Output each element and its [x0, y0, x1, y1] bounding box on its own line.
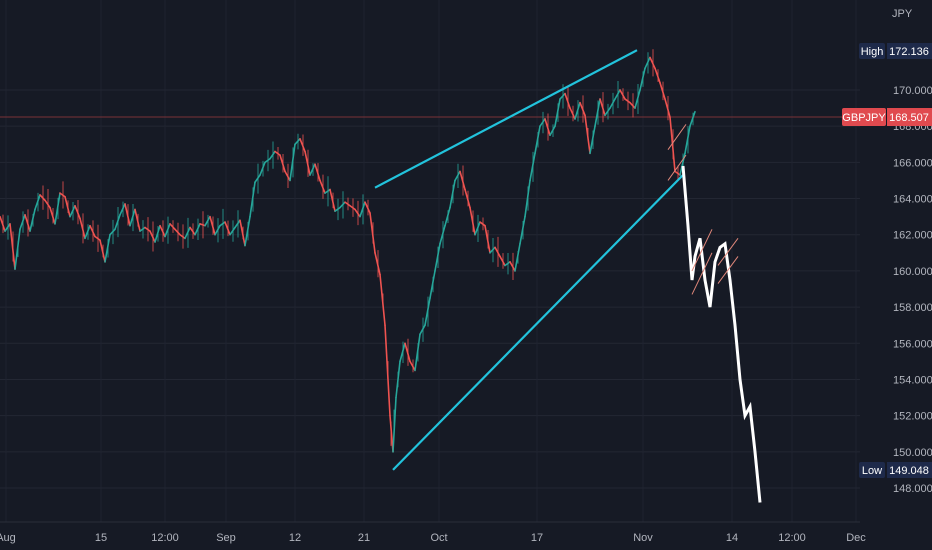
y-tick-label: 150.000: [893, 447, 932, 459]
x-tick-label: Dec: [846, 532, 866, 544]
flag-upper-line: [667, 124, 687, 150]
y-tick-label: 164.000: [893, 194, 932, 206]
high-tag: High 172.136: [859, 43, 932, 59]
low-value-box: [887, 462, 932, 478]
price-series: [0, 49, 696, 453]
symbol-label: GBPJPY: [842, 112, 886, 124]
x-tick-label: 12: [289, 532, 301, 544]
currency-label: JPY: [892, 8, 913, 20]
x-tick-label: 21: [358, 532, 370, 544]
high-label: High: [861, 46, 884, 58]
symbol-label-box: [842, 108, 886, 127]
flag-lower-line: [667, 154, 687, 181]
last-price-box: [887, 108, 932, 127]
y-tick-label: 160.000: [893, 266, 932, 278]
high-value-box: [887, 43, 932, 59]
low-label-box: [859, 462, 885, 478]
y-tick-label: 148.000: [893, 483, 932, 495]
x-tick-label: Nov: [633, 532, 653, 544]
flag-upper-line: [691, 229, 713, 272]
channel-lines[interactable]: [374, 49, 684, 471]
y-tick-label: 152.000: [893, 411, 932, 423]
x-tick-label: 17: [531, 532, 543, 544]
time-axis[interactable]: Aug 15 12:00 Sep 12 21 Oct 17 Nov 14 12:00 Dec: [0, 521, 866, 544]
last-price-value: 168.507: [889, 112, 929, 124]
x-tick-label: 14: [726, 532, 738, 544]
y-tick-label: 154.000: [893, 374, 932, 386]
low-tag: Low 149.048: [859, 462, 932, 478]
projection-path: [681, 165, 762, 503]
x-tick-label: Oct: [430, 532, 447, 544]
price-tags: High 172.136 Low 149.048 GBPJPY 168.507: [842, 43, 932, 478]
high-label-box: [859, 43, 885, 59]
y-tick-label: 156.000: [893, 338, 932, 350]
channel-trendline[interactable]: [374, 49, 638, 189]
flag-upper-line: [717, 238, 739, 266]
x-tick-label: 12:00: [778, 532, 806, 544]
x-tick-label: 12:00: [151, 532, 179, 544]
symbol-tag: GBPJPY 168.507: [842, 108, 932, 127]
flag-lower-line: [691, 252, 713, 295]
y-tick-label: 162.000: [893, 230, 932, 242]
flag-lower-line: [717, 256, 739, 284]
price-axis[interactable]: 148.000 150.000 152.000 154.000 156.000 158.0…: [892, 8, 932, 495]
x-tick-label: Sep: [216, 532, 236, 544]
x-tick-label: Aug: [0, 532, 16, 544]
low-label: Low: [862, 465, 882, 477]
high-value: 172.136: [889, 46, 929, 58]
channel-trendline[interactable]: [392, 174, 684, 471]
y-tick-label: 170.000: [893, 85, 932, 97]
low-value: 149.048: [889, 465, 929, 477]
projection-line: [681, 165, 762, 503]
x-tick-label: 15: [95, 532, 107, 544]
flag-patterns: [667, 124, 739, 295]
y-tick-label: 158.000: [893, 302, 932, 314]
y-tick-label: 166.000: [893, 157, 932, 169]
